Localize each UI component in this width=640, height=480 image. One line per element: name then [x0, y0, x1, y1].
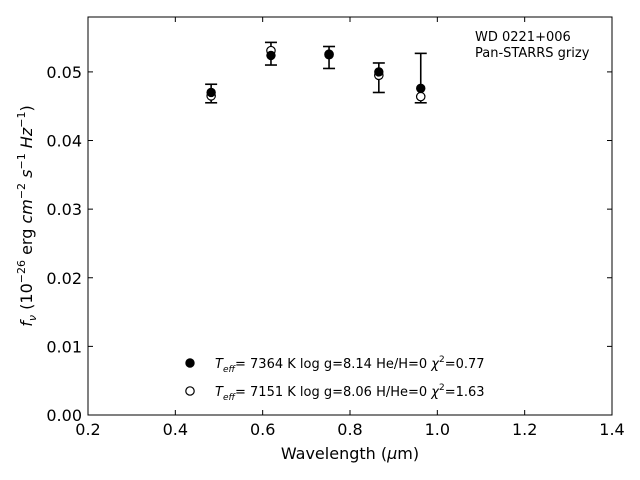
x-tick-label: 0.4 [163, 420, 188, 439]
plot-frame [87, 16, 613, 416]
y-tick-label: 0.01 [46, 337, 82, 356]
x-axis-label: Wavelength (μm) [281, 444, 419, 463]
y-tick-label: 0.04 [46, 132, 82, 151]
data-markers [206, 45, 426, 102]
plot-background [88, 17, 612, 415]
legend: Teff= 7364 K log g=8.14 He/H=0 χ2=0.77 T… [185, 355, 485, 403]
filled-model-point [416, 83, 426, 94]
y-tick-label: 0.00 [46, 406, 82, 425]
y-tick-label: 0.05 [46, 63, 82, 82]
filled-model-point [374, 67, 384, 77]
legend-marker-open [185, 386, 195, 396]
legend-entry-1: Teff= 7364 K log g=8.14 He/H=0 χ2=0.77 [215, 355, 485, 375]
survey-annotation: Pan-STARRS grizy [475, 46, 590, 61]
x-tick-label: 1.0 [425, 420, 450, 439]
open-model-point [415, 91, 426, 102]
y-tick-label: 0.02 [46, 269, 82, 288]
filled-model-point [206, 87, 216, 98]
x-tick-label: 1.4 [599, 420, 624, 439]
y-axis-label: fν (10−26 erg cm−2 s−1 Hz−1) [15, 105, 39, 326]
legend-marker-filled [185, 358, 195, 368]
y-tick-label: 0.03 [46, 200, 82, 219]
x-tick-label: 0.2 [75, 420, 100, 439]
filled-model-point [324, 49, 334, 59]
x-tick-label: 0.8 [337, 420, 362, 439]
x-tick-label: 0.6 [250, 420, 275, 439]
object-name-annotation: WD 0221+006 [475, 30, 571, 45]
filled-model-point [266, 50, 276, 61]
legend-entry-2: Teff= 7151 K log g=8.06 H/He=0 χ2=1.63 [215, 383, 485, 403]
axis-ticks: 0.2 0.4 0.6 0.8 1.0 1.2 1.4 0.00 0.01 0.02 0.03 0.0… [46, 17, 625, 439]
x-tick-label: 1.2 [512, 420, 537, 439]
